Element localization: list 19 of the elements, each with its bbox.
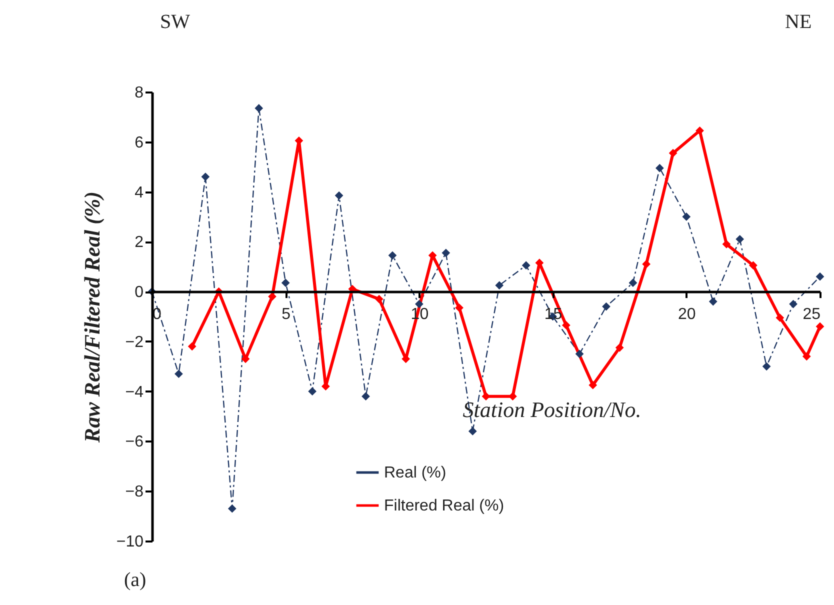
y-tick-label: 4 [134, 184, 144, 202]
text: SW [160, 11, 190, 33]
y-tick-label: 0 [134, 284, 144, 302]
x-tick-label: 5 [282, 306, 291, 324]
legend-label: Real (%) [384, 464, 446, 482]
y-tick-label: −2 [125, 334, 144, 351]
text: NE [785, 11, 812, 33]
y-tick-label: 2 [134, 234, 144, 252]
legend-label: Filtered Real (%) [384, 498, 504, 514]
y-tick-label: 8 [134, 84, 144, 102]
y-tick-label: −6 [125, 434, 144, 451]
x-tick-label: 20 [678, 306, 696, 324]
y-tick-label: 6 [134, 134, 144, 152]
y-tick-label: −8 [125, 484, 144, 501]
y-axis-title: Raw Real/Filtered Real (%) [79, 191, 104, 444]
x-tick-label: 25 [802, 306, 821, 324]
y-tick-label: −10 [116, 534, 144, 550]
y-tick-label: −4 [125, 384, 144, 401]
text: (a) [124, 569, 146, 591]
